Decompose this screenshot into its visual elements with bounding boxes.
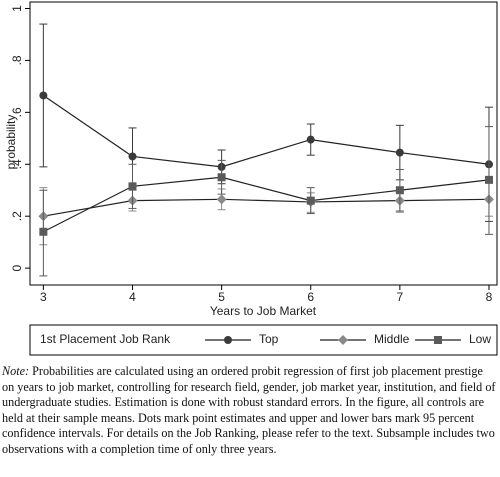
- legend-marker: [434, 336, 442, 344]
- legend-marker: [224, 336, 232, 344]
- marker: [395, 186, 404, 195]
- note-label: Note:: [2, 364, 30, 378]
- marker: [484, 175, 493, 184]
- legend-label: Top: [259, 332, 279, 346]
- y-tick-label: 1: [10, 5, 24, 12]
- series-line: [43, 198, 489, 217]
- y-axis-label: probability: [4, 115, 18, 170]
- y-tick-label: .8: [10, 55, 24, 65]
- marker: [128, 152, 137, 161]
- marker: [216, 194, 227, 205]
- note-text: Probabilities are calculated using an or…: [2, 364, 496, 456]
- series-line: [43, 176, 490, 233]
- x-tick-label: 3: [40, 290, 47, 304]
- marker: [217, 173, 226, 182]
- marker: [395, 148, 404, 157]
- chart: probability Years to Job Market 0 .2 .4 .6.…: [4, 1, 498, 356]
- legend-label: Middle: [374, 332, 410, 346]
- marker: [306, 135, 315, 144]
- x-tick-label: 5: [218, 290, 225, 304]
- x-tick-label: 6: [307, 290, 314, 304]
- note: Note: Probabilities are calculated using…: [2, 364, 496, 458]
- y-tick-label: .6: [10, 107, 24, 117]
- x-tick-label: 4: [129, 290, 136, 304]
- legend-title: 1st Placement Job Rank: [40, 332, 171, 346]
- y-tick-label: 0: [10, 264, 24, 271]
- marker: [306, 196, 315, 205]
- series-line: [43, 94, 490, 168]
- legend-box: [29, 324, 498, 356]
- plot-frame: [29, 1, 498, 286]
- x-tick-label: 8: [486, 290, 493, 304]
- marker: [39, 91, 48, 100]
- y-tick-label: .2: [10, 211, 24, 221]
- x-tick-label: 7: [397, 290, 404, 304]
- x-axis-label: Years to Job Market: [210, 304, 317, 318]
- marker: [128, 182, 137, 191]
- y-tick-label: .4: [10, 159, 24, 169]
- marker: [39, 227, 48, 236]
- legend-marker: [338, 335, 348, 345]
- legend-label: Low: [469, 332, 491, 346]
